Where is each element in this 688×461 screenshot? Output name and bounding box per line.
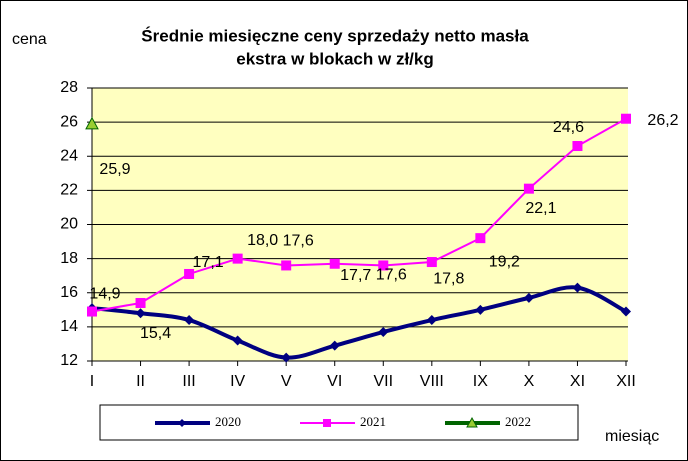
x-tick-label: I xyxy=(90,373,94,390)
x-tick-label: II xyxy=(136,373,145,390)
data-label: 15,4 xyxy=(140,325,171,342)
data-label: 17,6 xyxy=(376,267,407,284)
marker xyxy=(621,113,631,124)
marker xyxy=(178,419,186,427)
marker xyxy=(184,268,195,279)
data-label: 17,6 xyxy=(283,233,314,250)
y-tick-label: 18 xyxy=(60,250,78,267)
marker xyxy=(232,253,243,264)
marker xyxy=(426,315,437,326)
data-label: 25,9 xyxy=(99,161,130,178)
x-tick-label: VIII xyxy=(420,373,444,390)
y-tick-label: 26 xyxy=(60,113,78,130)
marker xyxy=(466,416,478,428)
marker xyxy=(523,292,534,303)
x-tick-label: VI xyxy=(327,373,342,390)
series-line xyxy=(91,285,627,360)
marker xyxy=(523,183,534,194)
legend-label: 2021 xyxy=(360,414,386,429)
x-tick-label: V xyxy=(281,373,292,390)
y-tick-label: 20 xyxy=(60,216,78,233)
x-tick-label: XII xyxy=(616,373,636,390)
marker xyxy=(232,335,243,346)
marker xyxy=(329,340,340,351)
x-tick-label: IV xyxy=(230,373,245,390)
y-tick-label: 28 xyxy=(60,79,78,96)
marker xyxy=(323,419,331,427)
marker xyxy=(475,304,486,315)
chart-title: Średnie miesięczne ceny sprzedaży netto … xyxy=(141,26,529,45)
data-label: 14,9 xyxy=(89,286,120,303)
x-tick-label: XI xyxy=(570,373,585,390)
data-label: 17,7 xyxy=(340,267,371,284)
marker xyxy=(87,306,97,317)
legend-label: 2022 xyxy=(505,414,531,429)
y-tick-label: 24 xyxy=(60,147,78,164)
marker xyxy=(85,116,99,130)
x-axis-label: miesiąc xyxy=(605,428,659,445)
data-label: 17,1 xyxy=(193,254,224,271)
marker xyxy=(426,257,437,268)
y-tick-label: 22 xyxy=(60,182,78,199)
marker xyxy=(184,315,195,326)
chart-title: ekstra w blokach w zł/kg xyxy=(236,49,433,68)
y-tick-label: 16 xyxy=(60,284,78,301)
series-line xyxy=(91,117,627,313)
marker xyxy=(281,352,292,363)
y-tick-label: 14 xyxy=(60,318,78,335)
y-tick-label: 12 xyxy=(60,352,78,369)
data-label: 26,2 xyxy=(647,112,678,129)
x-tick-label: X xyxy=(524,373,535,390)
marker xyxy=(281,260,292,271)
data-label: 19,2 xyxy=(489,253,520,270)
legend-label: 2020 xyxy=(215,414,241,429)
marker xyxy=(135,308,146,319)
data-label: 22,1 xyxy=(525,200,556,217)
data-label: 18,0 xyxy=(247,232,278,249)
marker xyxy=(378,260,389,271)
marker xyxy=(572,282,583,293)
x-tick-label: III xyxy=(182,373,195,390)
marker xyxy=(329,258,340,269)
x-tick-label: VII xyxy=(373,373,393,390)
data-label: 17,8 xyxy=(433,270,464,287)
x-tick-label: IX xyxy=(473,373,488,390)
marker xyxy=(572,141,583,152)
marker xyxy=(475,233,486,244)
data-label: 24,6 xyxy=(553,119,584,136)
marker xyxy=(621,306,631,317)
marker xyxy=(135,297,146,308)
marker xyxy=(378,326,389,337)
y-axis-label: cena xyxy=(12,31,47,48)
